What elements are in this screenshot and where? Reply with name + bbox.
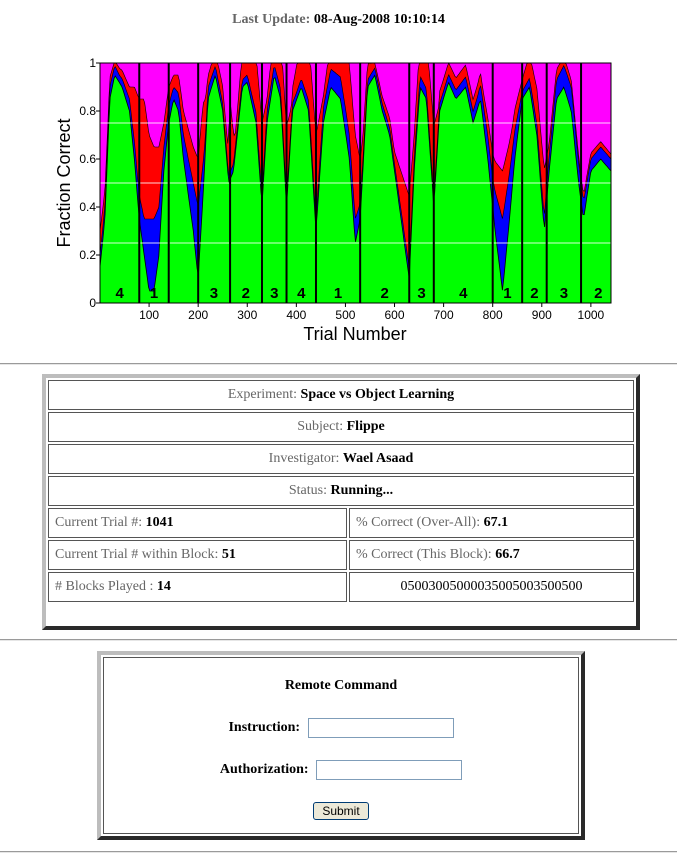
trial-in-block-cell: Current Trial # within Block: 51 xyxy=(48,540,347,570)
investigator-label: Investigator: xyxy=(268,451,340,466)
x-tick-label: 800 xyxy=(483,308,503,322)
block-label: 3 xyxy=(417,285,425,302)
block-label: 1 xyxy=(503,285,511,302)
block-label: 4 xyxy=(115,285,124,302)
authorization-label: Authorization: xyxy=(219,762,309,778)
experiment-cell: Experiment: Space vs Object Learning xyxy=(48,380,634,410)
x-tick-label: 1000 xyxy=(578,308,605,322)
y-tick-label: 1 xyxy=(89,56,96,70)
trial-in-block-label: Current Trial # within Block: xyxy=(55,547,219,562)
x-tick-label: 600 xyxy=(385,308,405,322)
remote-command-box: Remote Command Instruction: Authorizatio… xyxy=(103,657,579,834)
subject-value: Flippe xyxy=(346,419,385,434)
remote-command-title: Remote Command xyxy=(284,678,398,693)
submit-button[interactable]: Submit xyxy=(313,802,369,820)
x-tick-label: 100 xyxy=(139,308,159,322)
block-label: 2 xyxy=(530,285,538,302)
last-update: Last Update: 08-Aug-2008 10:10:14 xyxy=(0,12,677,28)
submit-row: Submit xyxy=(104,802,578,820)
last-update-value: 08-Aug-2008 10:10:14 xyxy=(313,12,445,27)
block-sequence-code: 05003005000035005003500500 xyxy=(349,572,634,602)
instruction-label: Instruction: xyxy=(228,720,301,736)
pct-block-value: 66.7 xyxy=(495,547,520,562)
correct-area xyxy=(99,74,612,304)
y-tick-label: 0.2 xyxy=(79,248,96,262)
divider-top xyxy=(0,363,677,365)
subject-cell: Subject: Flippe xyxy=(48,412,634,442)
remote-command-panel: Remote Command Instruction: Authorizatio… xyxy=(97,651,585,840)
experiment-value: Space vs Object Learning xyxy=(300,387,455,402)
block-label: 1 xyxy=(150,285,158,302)
subject-label: Subject: xyxy=(297,419,344,434)
block-label: 2 xyxy=(242,285,250,302)
plot-frame xyxy=(99,62,612,304)
pct-overall-label: % Correct (Over-All): xyxy=(356,515,481,530)
x-tick-label: 900 xyxy=(532,308,552,322)
blocks-played-cell: # Blocks Played : 14 xyxy=(48,572,347,602)
y-tick-label: 0.6 xyxy=(79,152,96,166)
divider-middle xyxy=(0,639,677,641)
status-label: Status: xyxy=(288,483,327,498)
status-value: Running... xyxy=(330,483,394,498)
current-trial-label: Current Trial #: xyxy=(55,515,143,530)
pct-overall-value: 67.1 xyxy=(483,515,509,530)
block-label: 4 xyxy=(297,285,306,302)
block-label: 4 xyxy=(459,285,468,302)
authorization-input[interactable] xyxy=(316,760,463,780)
pct-block-cell: % Correct (This Block): 66.7 xyxy=(349,540,634,570)
experiment-label: Experiment: xyxy=(227,387,298,402)
current-trial-value: 1041 xyxy=(145,515,174,530)
authorization-row: Authorization: xyxy=(104,760,578,780)
instruction-input[interactable] xyxy=(307,718,454,738)
y-axis-label: Fraction Correct xyxy=(54,118,74,247)
instruction-row: Instruction: xyxy=(104,718,578,738)
y-tick-label: 0.8 xyxy=(79,104,96,118)
x-tick-label: 500 xyxy=(335,308,355,322)
investigator-value: Wael Asaad xyxy=(342,451,414,466)
y-tick-label: 0 xyxy=(89,296,96,310)
trial-in-block-value: 51 xyxy=(221,547,236,562)
x-tick-label: 400 xyxy=(286,308,306,322)
current-trial-cell: Current Trial #: 1041 xyxy=(48,508,347,538)
fraction-correct-chart: 4 1 3 2 3 4 1 2 3 4 1 2 3 2 0 0.2 0.4 0.6 0.8 1 100 200 300 400… xyxy=(54,56,612,344)
pct-overall-cell: % Correct (Over-All): 67.1 xyxy=(349,508,634,538)
x-tick-label: 300 xyxy=(237,308,257,322)
y-tick-label: 0.4 xyxy=(79,200,96,214)
block-label: 1 xyxy=(334,285,342,302)
blocks-played-value: 14 xyxy=(156,579,171,594)
investigator-cell: Investigator: Wael Asaad xyxy=(48,444,634,474)
block-label: 3 xyxy=(560,285,568,302)
x-tick-label: 700 xyxy=(434,308,454,322)
x-tick-label: 200 xyxy=(188,308,208,322)
session-info-table: Experiment: Space vs Object Learning Sub… xyxy=(46,378,636,604)
block-label: 3 xyxy=(270,285,278,302)
block-label: 3 xyxy=(210,285,218,302)
block-label: 2 xyxy=(381,285,389,302)
session-info-panel: Experiment: Space vs Object Learning Sub… xyxy=(42,374,640,630)
x-axis-label: Trial Number xyxy=(303,324,406,344)
last-update-label: Last Update: xyxy=(232,12,311,27)
pct-block-label: % Correct (This Block): xyxy=(356,547,492,562)
status-cell: Status: Running... xyxy=(48,476,634,506)
blocks-played-label: # Blocks Played : xyxy=(55,579,154,594)
block-label: 2 xyxy=(594,285,602,302)
